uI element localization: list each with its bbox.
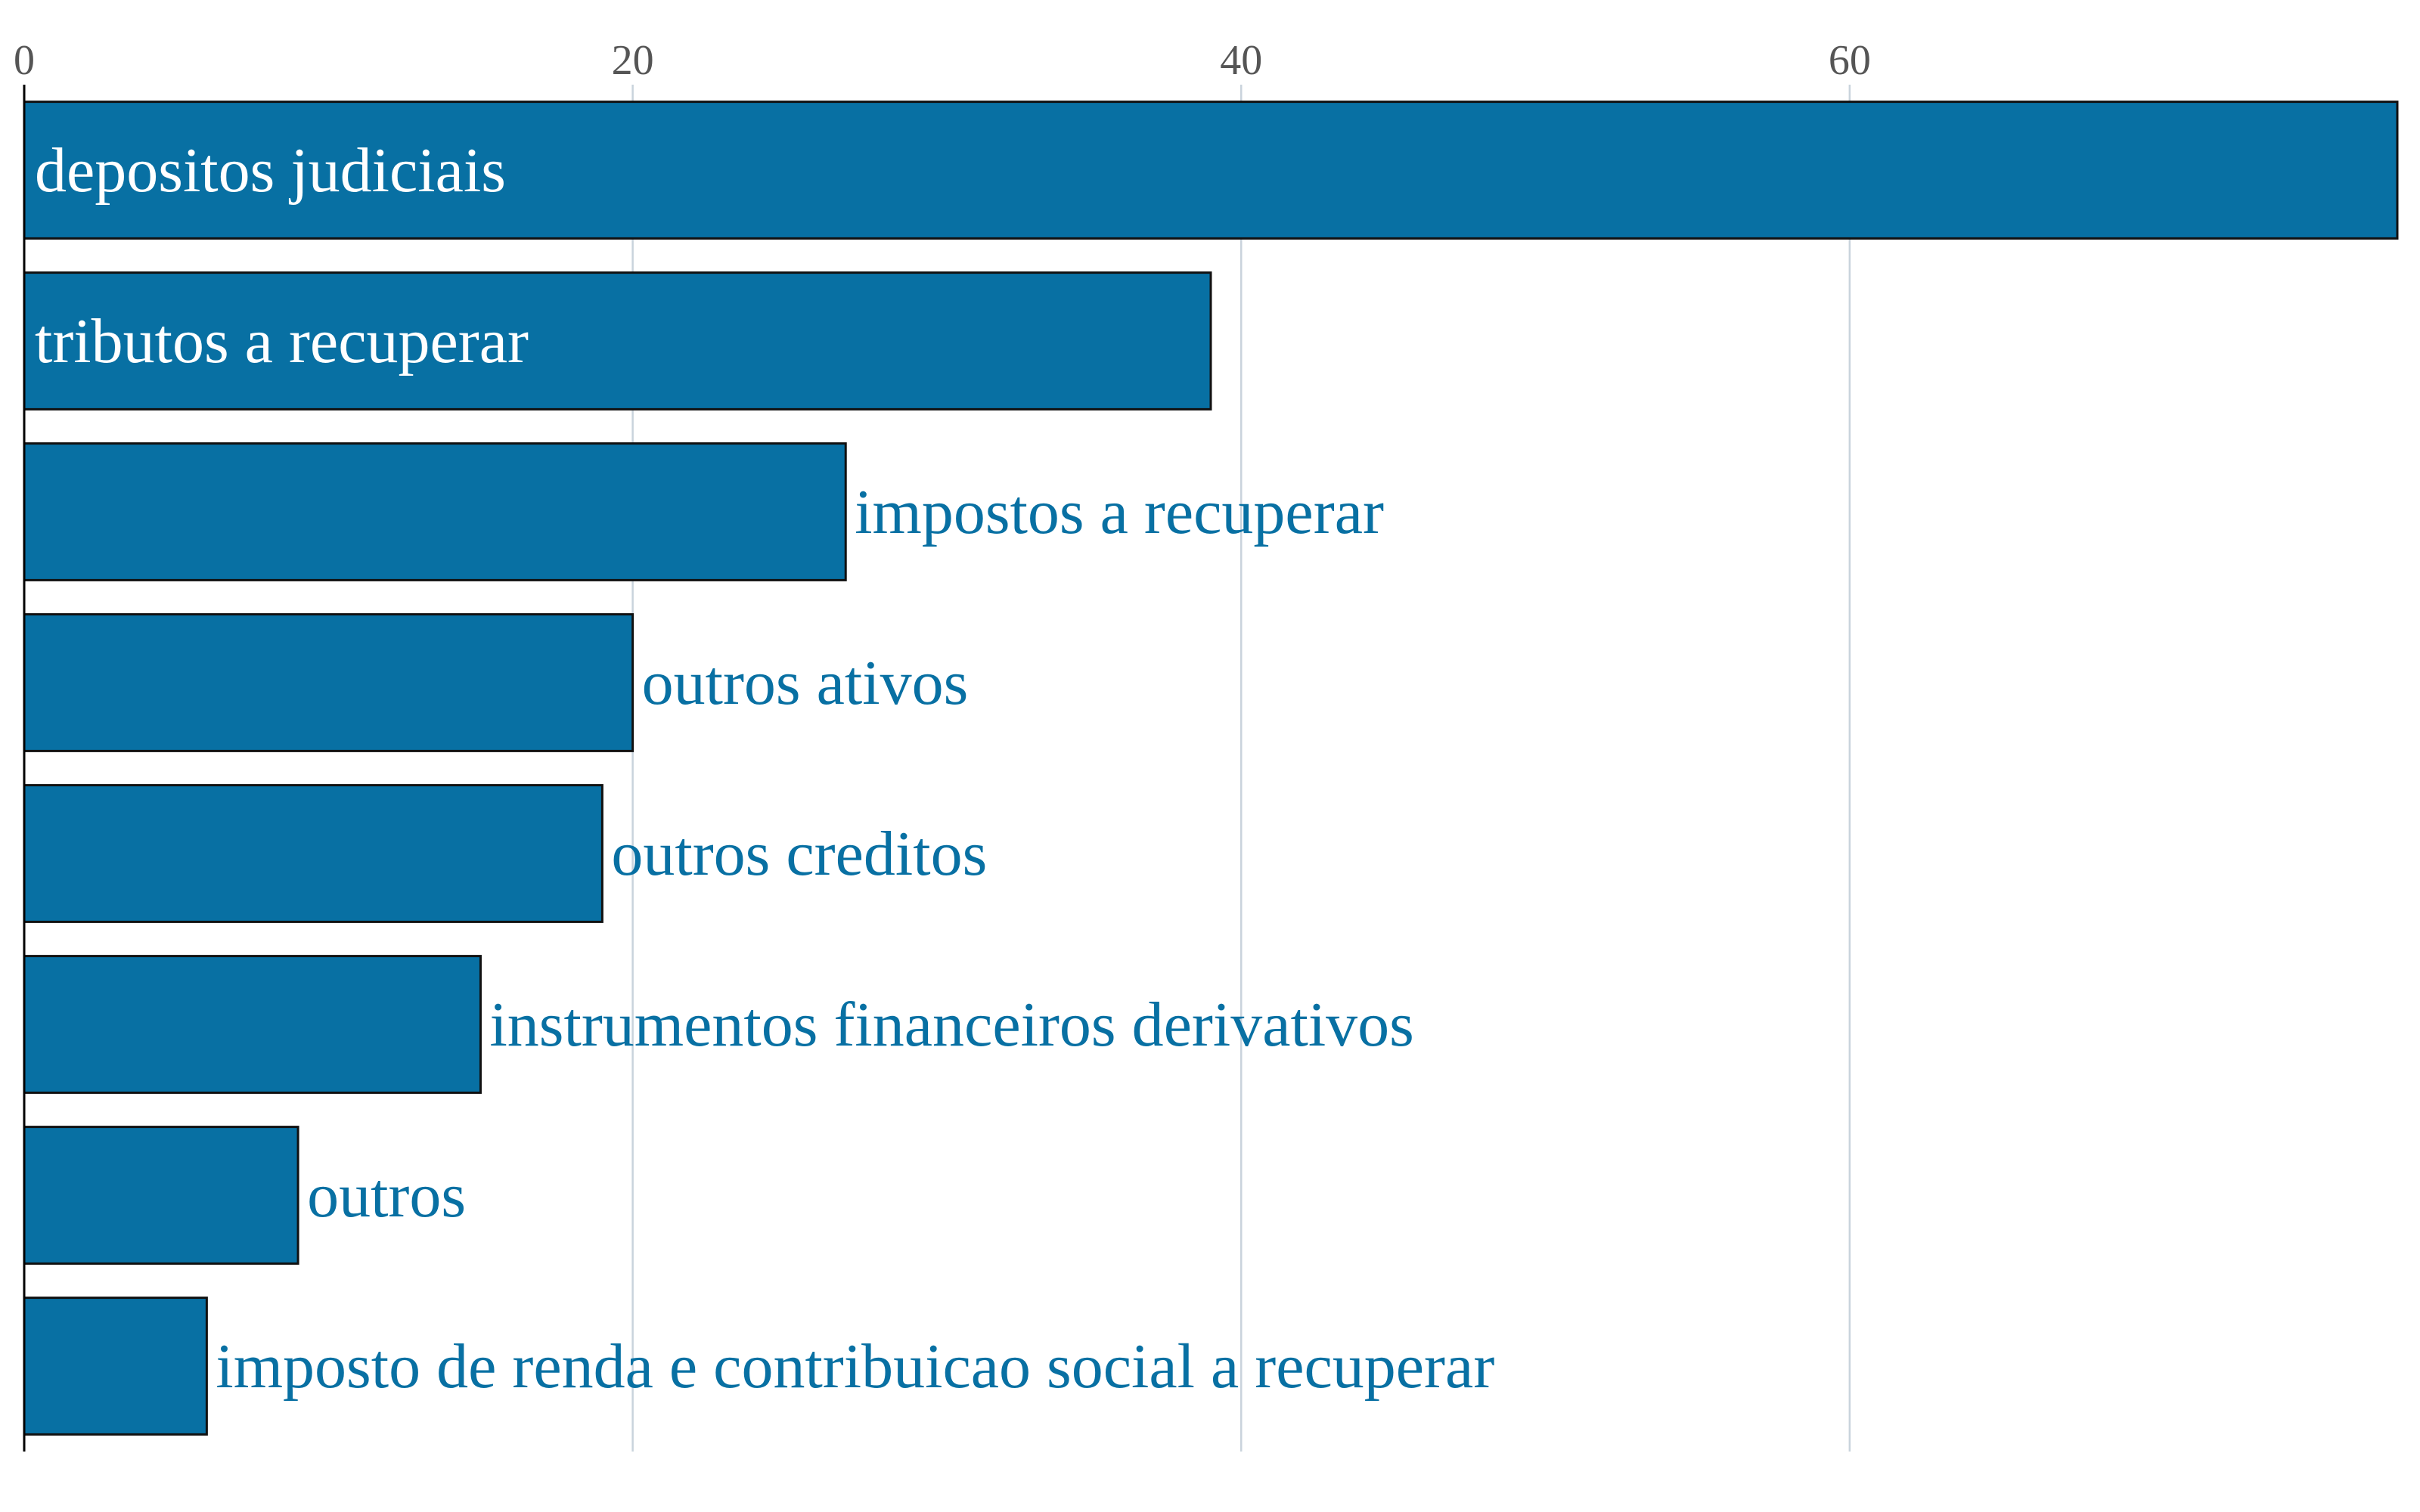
bar (23, 101, 2399, 240)
x-axis-ticks: 0 20 40 60 (14, 37, 1871, 84)
bar (23, 955, 482, 1094)
bar (23, 1297, 208, 1436)
bar-group: impostos a recuperar (23, 442, 1384, 581)
bar (23, 1126, 299, 1265)
bar-group: tributos a recuperar (23, 271, 1212, 411)
bar-group: outros creditos (23, 784, 987, 923)
bar-label: imposto de renda e contribuicao social a… (216, 1331, 1494, 1402)
x-tick-label: 60 (1829, 37, 1871, 84)
x-tick-label: 40 (1220, 37, 1262, 84)
bar-label: outros creditos (611, 819, 987, 889)
bar (23, 613, 634, 752)
bar-group: outros (23, 1126, 466, 1265)
x-tick-label: 0 (14, 37, 35, 84)
bar-label: impostos a recuperar (855, 477, 1384, 547)
bar-group: imposto de renda e contribuicao social a… (23, 1297, 1494, 1436)
bar (23, 271, 1212, 411)
x-tick-label: 20 (612, 37, 654, 84)
bar-group: instrumentos financeiros derivativos (23, 955, 1414, 1094)
bar-label: outros ativos (642, 648, 969, 718)
bar-label: instrumentos financeiros derivativos (489, 990, 1413, 1060)
bar-label: depositos judiciais (35, 135, 506, 206)
bar-label: tributos a recuperar (35, 306, 529, 376)
bar-group: outros ativos (23, 613, 969, 752)
bar (23, 442, 847, 581)
bar-group: depositos judiciais (23, 101, 2399, 240)
bar-label: outros (307, 1160, 466, 1231)
bar (23, 784, 603, 923)
bars: depositos judiciais tributos a recuperar i… (23, 101, 2399, 1436)
